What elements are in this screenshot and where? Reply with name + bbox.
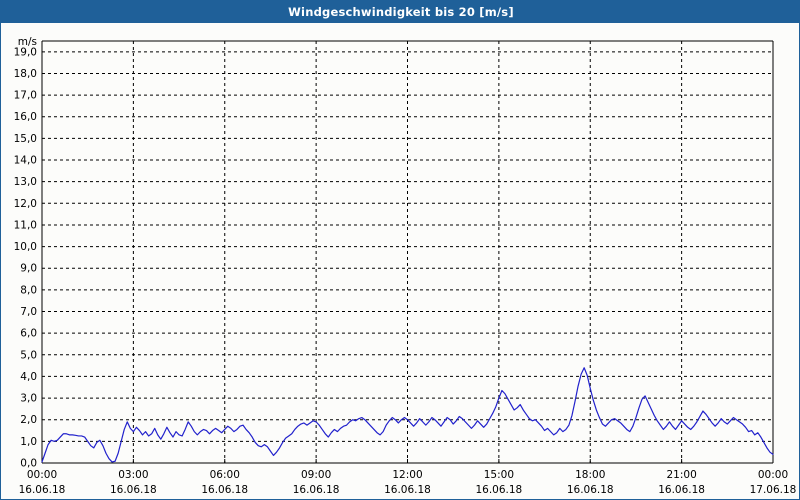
y-tick-label: 6,0	[20, 328, 37, 340]
y-tick-label: 1,0	[20, 436, 37, 448]
x-tick-label-date: 17.06.18	[750, 484, 797, 496]
x-tick-label-time: 00:00	[27, 469, 57, 481]
x-tick-label-date: 16.06.18	[384, 484, 431, 496]
x-axis-tick-labels: 00:00 16.06.18 03:00 16.06.18 06:00 16.06.18 0…	[19, 469, 797, 496]
y-axis-unit-label: m/s	[18, 36, 37, 48]
chart-plot-area: 0,0 1,0 2,0 3,0 4,0 5,0 6,0 7,0 8,0 9,0 10,0 11,0 12…	[1, 23, 799, 499]
y-tick-label: 0,0	[20, 458, 37, 470]
y-tick-label: 2,0	[20, 414, 37, 426]
y-axis-tick-labels: 0,0 1,0 2,0 3,0 4,0 5,0 6,0 7,0 8,0 9,0 10,0 11,0 12…	[14, 46, 37, 469]
series-line-windgeschwindigkeit	[41, 367, 774, 463]
x-tick-label-time: 00:00	[758, 469, 788, 481]
y-tick-label: 19,0	[14, 46, 37, 58]
x-tick-label-time: 09:00	[301, 469, 331, 481]
y-tick-label: 13,0	[14, 176, 37, 188]
y-tick-label: 14,0	[14, 155, 37, 167]
y-tick-label: 8,0	[20, 284, 37, 296]
x-tick-label-time: 15:00	[484, 469, 514, 481]
x-tick-label-date: 16.06.18	[658, 484, 705, 496]
x-tick-label-time: 21:00	[666, 469, 696, 481]
window-titlebar: Windgeschwindigkeit bis 20 [m/s]	[1, 1, 800, 23]
wind-speed-line-chart: 0,0 1,0 2,0 3,0 4,0 5,0 6,0 7,0 8,0 9,0 10,0 11,0 12…	[14, 36, 797, 496]
y-tick-label: 4,0	[20, 371, 37, 383]
gridlines	[42, 41, 773, 463]
x-tick-label-date: 16.06.18	[201, 484, 248, 496]
y-tick-label: 18,0	[14, 68, 37, 80]
y-tick-label: 15,0	[14, 133, 37, 145]
x-tick-label-time: 18:00	[575, 469, 605, 481]
y-tick-label: 9,0	[20, 263, 37, 275]
y-tick-label: 7,0	[20, 306, 37, 318]
x-tick-label-date: 16.06.18	[475, 484, 522, 496]
y-tick-label: 12,0	[14, 198, 37, 210]
x-tick-label-date: 16.06.18	[293, 484, 340, 496]
y-tick-label: 17,0	[14, 90, 37, 102]
x-tick-label-time: 03:00	[118, 469, 148, 481]
y-tick-label: 16,0	[14, 111, 37, 123]
y-tick-label: 11,0	[14, 219, 37, 231]
y-tick-label: 10,0	[14, 241, 37, 253]
y-tick-label: 5,0	[20, 349, 37, 361]
data-series	[41, 367, 774, 463]
x-tick-label-time: 06:00	[210, 469, 240, 481]
y-tick-label: 3,0	[20, 393, 37, 405]
page-title: Windgeschwindigkeit bis 20 [m/s]	[288, 5, 514, 19]
x-tick-label-date: 16.06.18	[19, 484, 66, 496]
x-tick-label-time: 12:00	[392, 469, 422, 481]
x-tick-label-date: 16.06.18	[567, 484, 614, 496]
axes	[41, 40, 774, 464]
x-tick-label-date: 16.06.18	[110, 484, 157, 496]
